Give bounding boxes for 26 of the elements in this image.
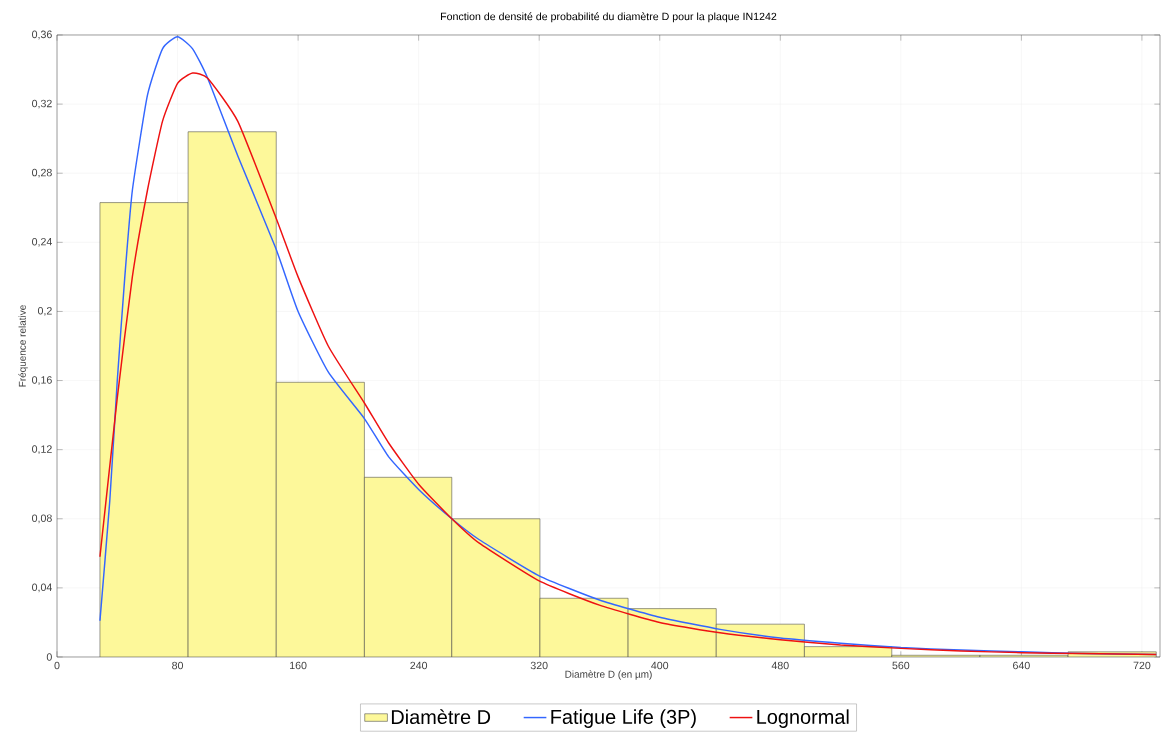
x-tick-label: 0: [54, 661, 60, 670]
x-tick-label: 160: [290, 661, 307, 670]
x-tick-label: 320: [530, 661, 548, 670]
y-tick-label: 0: [46, 653, 52, 661]
x-tick-label: 480: [771, 661, 789, 670]
y-tick-label: 0,2: [37, 307, 52, 316]
y-tick-label: 0,04: [32, 583, 52, 593]
chart-title: Fonction de densité de probabilité du diamètre D pour la plaque IN1242: [441, 12, 777, 23]
legend-label: Lognormal: [757, 709, 849, 728]
y-tick-label: 0,08: [32, 514, 52, 524]
legend-label: Diamètre D: [391, 709, 491, 725]
y-axis-title: Fréquence relative: [18, 305, 28, 387]
x-tick-label: 400: [651, 661, 669, 670]
y-tick-label: 0,36: [32, 30, 52, 40]
y-tick-label: 0,24: [32, 237, 52, 247]
x-tick-label: 560: [892, 661, 910, 670]
x-axis-title: Diamètre D (en µm): [565, 670, 652, 680]
y-tick-label: 0,16: [32, 376, 52, 385]
x-tick-label: 720: [1133, 661, 1151, 670]
x-tick-label: 80: [172, 661, 184, 670]
y-tick-label: 0,28: [32, 168, 52, 178]
x-tick-label: 640: [1013, 661, 1030, 670]
y-tick-label: 0,12: [32, 445, 52, 455]
x-tick-label: 240: [410, 661, 428, 670]
legend-label: Fatigue Life (3P): [551, 709, 696, 728]
y-tick-label: 0,32: [32, 99, 52, 109]
